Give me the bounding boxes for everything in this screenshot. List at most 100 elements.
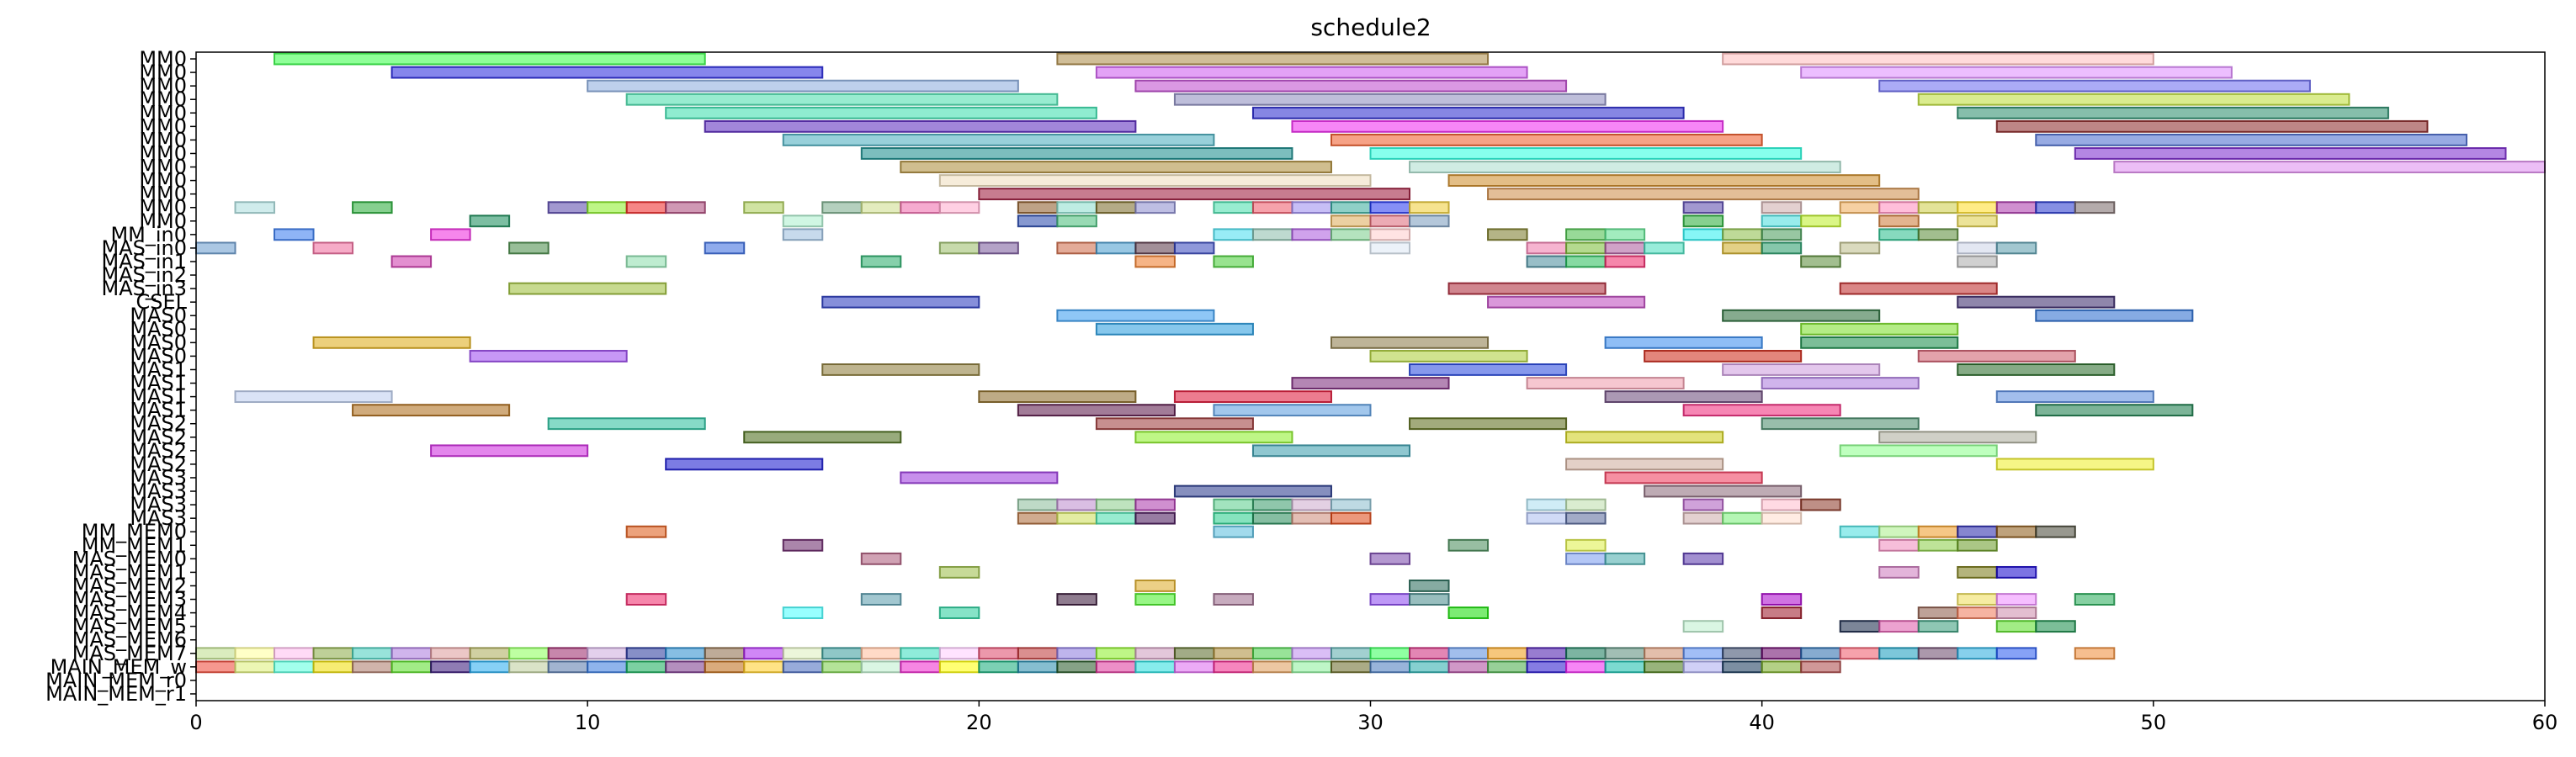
gantt-bar bbox=[1839, 282, 1998, 295]
gantt-bar bbox=[1017, 404, 1176, 417]
gantt-bar bbox=[1682, 620, 1724, 633]
gantt-bar bbox=[821, 201, 863, 214]
gantt-bar bbox=[1878, 431, 2037, 444]
y-tick-label: MM0 bbox=[139, 183, 187, 206]
gantt-bar bbox=[900, 161, 1332, 173]
gantt-bar bbox=[195, 660, 236, 674]
gantt-bar bbox=[1957, 241, 1998, 255]
gantt-bar bbox=[352, 201, 393, 214]
gantt-bar bbox=[1604, 241, 1646, 255]
gantt-bar bbox=[1213, 255, 1254, 268]
y-tick-label: MM_MEM0 bbox=[82, 520, 187, 543]
y-tick-label: MAS_in3 bbox=[101, 277, 187, 300]
y-tick-label: MAS2 bbox=[130, 439, 187, 463]
gantt-bar bbox=[1330, 647, 1372, 660]
gantt-bar bbox=[2035, 404, 2194, 417]
x-tick-label: 40 bbox=[1749, 711, 1775, 734]
gantt-bar bbox=[1917, 620, 1959, 633]
gantt-bar bbox=[1134, 431, 1293, 444]
gantt-bar bbox=[1957, 363, 2116, 376]
gantt-bar bbox=[1644, 241, 1685, 255]
gantt-bar bbox=[1291, 228, 1332, 241]
gantt-bar bbox=[195, 241, 236, 255]
gantt-bar bbox=[469, 660, 511, 674]
gantt-bar bbox=[1251, 647, 1293, 660]
gantt-bar bbox=[1722, 647, 1763, 660]
gantt-bar bbox=[743, 201, 784, 214]
gantt-bar bbox=[1995, 119, 2429, 133]
gantt-bar bbox=[1682, 647, 1724, 660]
gantt-bar bbox=[1095, 322, 1254, 336]
gantt-bar bbox=[1957, 606, 1998, 620]
gantt-bar bbox=[1565, 458, 1724, 471]
gantt-bar bbox=[860, 647, 902, 660]
gantt-bar bbox=[1682, 511, 1724, 525]
y-tick-label: MAS_MEM4 bbox=[72, 601, 187, 625]
gantt-bar bbox=[1173, 390, 1332, 404]
gantt-bar bbox=[1604, 647, 1646, 660]
gantt-bar bbox=[1447, 282, 1607, 295]
gantt-bar bbox=[1056, 241, 1097, 255]
gantt-bar bbox=[1839, 525, 1881, 538]
gantt-bar bbox=[900, 201, 941, 214]
gantt-bar bbox=[1095, 511, 1137, 525]
gantt-bar bbox=[1761, 201, 1803, 214]
gantt-bar bbox=[1134, 647, 1176, 660]
gantt-bar bbox=[978, 188, 1411, 201]
gantt-bar bbox=[900, 647, 941, 660]
gantt-bar bbox=[1839, 444, 1998, 458]
gantt-bar bbox=[1917, 228, 1959, 241]
gantt-bar bbox=[821, 647, 863, 660]
gantt-bar bbox=[1369, 214, 1411, 228]
gantt-bar bbox=[704, 119, 1137, 133]
gantt-bar bbox=[2035, 525, 2076, 538]
y-tick-label: MM0 bbox=[139, 141, 187, 165]
gantt-bar bbox=[1330, 133, 1763, 146]
y-tick-label: MAS_MEM3 bbox=[72, 588, 187, 611]
gantt-bar bbox=[938, 606, 980, 620]
gantt-bar bbox=[1644, 484, 1803, 498]
gantt-bar bbox=[469, 647, 511, 660]
gantt-bar bbox=[1017, 201, 1059, 214]
gantt-bar bbox=[1995, 201, 2037, 214]
gantt-bar bbox=[1722, 660, 1763, 674]
gantt-bar bbox=[1682, 201, 1724, 214]
gantt-bar bbox=[2035, 309, 2194, 322]
gantt-bar bbox=[1173, 660, 1215, 674]
gantt-bar bbox=[1409, 363, 1568, 376]
gantt-bar bbox=[430, 228, 471, 241]
gantt-bar bbox=[1604, 471, 1763, 484]
gantt-bar bbox=[352, 647, 393, 660]
gantt-bar bbox=[1056, 214, 1097, 228]
gantt-bar bbox=[1722, 228, 1763, 241]
gantt-bar bbox=[1173, 93, 1607, 106]
bars-layer bbox=[195, 52, 2547, 674]
gantt-bar bbox=[1487, 228, 1528, 241]
gantt-bar bbox=[1369, 660, 1411, 674]
gantt-bar bbox=[1604, 390, 1763, 404]
y-tick-label: MAS_MEM6 bbox=[72, 628, 187, 652]
gantt-bar bbox=[1995, 241, 2037, 255]
gantt-bar bbox=[2113, 161, 2547, 173]
gantt-bar bbox=[625, 647, 667, 660]
gantt-bar bbox=[1134, 593, 1176, 606]
gantt-bar bbox=[900, 660, 941, 674]
gantt-bar bbox=[1369, 647, 1411, 660]
x-tick-label: 50 bbox=[2141, 711, 2167, 734]
gantt-bar bbox=[1917, 538, 1959, 552]
gantt-bar bbox=[274, 660, 315, 674]
gantt-bar bbox=[1565, 647, 1607, 660]
gantt-bar bbox=[1213, 228, 1254, 241]
gantt-bar bbox=[1251, 660, 1293, 674]
gantt-bar bbox=[1565, 552, 1607, 565]
gantt-bar bbox=[1995, 458, 2154, 471]
gantt-bar bbox=[782, 538, 824, 552]
gantt-bar bbox=[1409, 161, 1841, 173]
gantt-bar bbox=[1251, 106, 1685, 119]
gantt-bar bbox=[1761, 377, 1920, 389]
gantt-bar bbox=[1134, 580, 1176, 592]
gantt-bar bbox=[1526, 511, 1568, 525]
x-axis: 0 10 20 30 40 50 60 bbox=[189, 701, 2557, 734]
gantt-bar bbox=[1604, 660, 1646, 674]
